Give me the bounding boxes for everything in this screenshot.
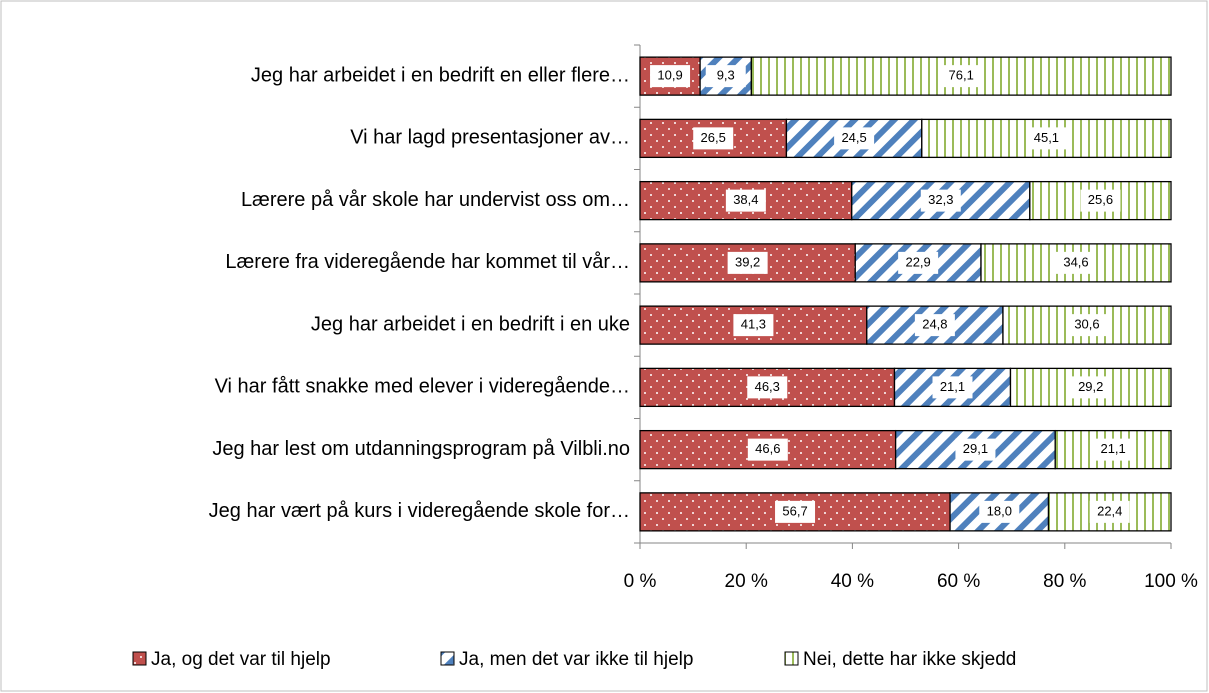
legend-swatch bbox=[132, 651, 147, 666]
value-label: 32,3 bbox=[928, 192, 953, 207]
value-label-box bbox=[920, 189, 961, 212]
value-label: 30,6 bbox=[1074, 317, 1099, 332]
category-label: Vi har lagd presentasjoner av… bbox=[350, 127, 630, 149]
value-label-box bbox=[1070, 376, 1111, 399]
value-label: 18,0 bbox=[987, 503, 1012, 518]
value-label: 29,1 bbox=[963, 441, 988, 456]
value-label-box bbox=[693, 127, 734, 150]
value-label: 25,6 bbox=[1088, 192, 1113, 207]
category-label: Vi har fått snakke med elever i videregå… bbox=[215, 376, 630, 398]
value-label-box bbox=[1080, 189, 1121, 212]
value-label-box bbox=[898, 251, 939, 274]
value-label: 24,8 bbox=[922, 317, 947, 332]
value-label-box bbox=[727, 251, 768, 274]
x-tick-label: 0 % bbox=[624, 571, 657, 592]
category-label: Lærere på vår skole har undervist oss om… bbox=[241, 189, 630, 211]
x-tick-label: 40 % bbox=[831, 571, 874, 592]
category-label: Jeg har vært på kurs i videregående skol… bbox=[209, 500, 630, 522]
legend-label: Ja, og det var til hjelp bbox=[151, 649, 331, 670]
value-label: 21,1 bbox=[1100, 441, 1125, 456]
value-label: 9,3 bbox=[717, 68, 735, 83]
x-tick-label: 100 % bbox=[1144, 571, 1198, 592]
x-tick-label: 60 % bbox=[937, 571, 980, 592]
value-label-box bbox=[1066, 314, 1107, 337]
value-label: 26,5 bbox=[701, 130, 726, 145]
legend-swatch bbox=[440, 651, 455, 666]
value-label: 24,5 bbox=[841, 130, 866, 145]
value-label-box bbox=[747, 438, 788, 461]
value-label-box bbox=[775, 500, 816, 523]
value-label-box bbox=[733, 314, 774, 337]
value-label-box bbox=[834, 127, 875, 150]
bar-segment bbox=[785, 118, 923, 159]
legend-label: Nei, dette har ikke skjedd bbox=[803, 649, 1016, 670]
value-label: 29,2 bbox=[1078, 379, 1103, 394]
x-tick-label: 80 % bbox=[1043, 571, 1086, 592]
category-label: Jeg har lest om utdanningsprogram på Vil… bbox=[212, 438, 630, 460]
value-label-box bbox=[914, 314, 955, 337]
value-label: 76,1 bbox=[949, 68, 974, 83]
value-label: 21,1 bbox=[940, 379, 965, 394]
value-label-box bbox=[705, 65, 746, 88]
legend-swatch bbox=[784, 651, 799, 666]
legend-label: Ja, men det var ikke til hjelp bbox=[459, 649, 693, 670]
value-label-box bbox=[955, 438, 996, 461]
value-label-box bbox=[979, 500, 1020, 523]
value-label: 41,3 bbox=[741, 317, 766, 332]
value-label-box bbox=[932, 376, 973, 399]
value-label-box bbox=[1056, 251, 1097, 274]
value-label-box bbox=[941, 65, 982, 88]
value-label: 39,2 bbox=[735, 254, 760, 269]
category-label: Jeg har arbeidet i en bedrift en eller f… bbox=[251, 64, 630, 86]
category-label: Lærere fra videregående har kommet til v… bbox=[225, 251, 630, 273]
bar-segment bbox=[1009, 367, 1172, 408]
value-label: 34,6 bbox=[1063, 254, 1088, 269]
category-label: Jeg har arbeidet i en bedrift i en uke bbox=[311, 313, 630, 335]
value-label: 22,4 bbox=[1097, 503, 1122, 518]
value-label-box bbox=[1093, 438, 1134, 461]
value-label: 46,3 bbox=[755, 379, 780, 394]
value-label: 22,9 bbox=[905, 254, 930, 269]
value-label: 10,9 bbox=[657, 68, 682, 83]
value-label: 38,4 bbox=[733, 192, 758, 207]
value-label: 56,7 bbox=[782, 503, 807, 518]
value-label-box bbox=[725, 189, 766, 212]
value-label: 45,1 bbox=[1034, 130, 1059, 145]
value-label-box bbox=[1089, 500, 1130, 523]
value-label-box bbox=[650, 65, 691, 88]
value-label: 46,6 bbox=[755, 441, 780, 456]
value-label-box bbox=[747, 376, 788, 399]
x-tick-label: 20 % bbox=[725, 571, 768, 592]
value-label-box bbox=[1026, 127, 1067, 150]
